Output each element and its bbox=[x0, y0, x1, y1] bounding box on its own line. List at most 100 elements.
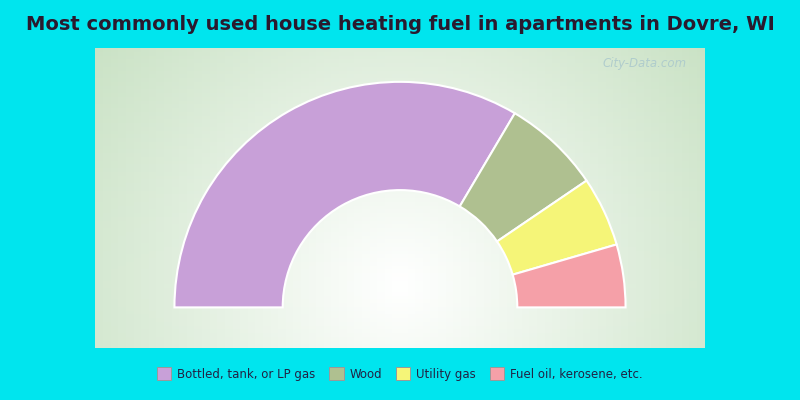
Bar bbox=[651, 239, 659, 243]
Bar bbox=[95, 56, 103, 59]
Bar bbox=[172, 243, 179, 247]
Bar bbox=[690, 337, 697, 340]
Bar bbox=[316, 130, 324, 134]
Bar bbox=[484, 310, 491, 314]
Bar bbox=[278, 322, 286, 326]
Bar bbox=[697, 100, 705, 104]
Bar bbox=[110, 59, 118, 63]
Bar bbox=[110, 123, 118, 127]
Bar bbox=[134, 116, 141, 119]
Bar bbox=[415, 344, 423, 348]
Bar bbox=[697, 119, 705, 123]
Bar bbox=[522, 48, 530, 52]
Bar bbox=[309, 266, 316, 269]
Bar bbox=[187, 164, 194, 168]
Bar bbox=[270, 153, 278, 157]
Bar bbox=[636, 344, 644, 348]
Bar bbox=[659, 93, 666, 97]
Bar bbox=[400, 292, 408, 296]
Bar bbox=[560, 292, 567, 296]
Bar bbox=[682, 284, 690, 288]
Bar bbox=[552, 108, 560, 112]
Bar bbox=[126, 104, 134, 108]
Bar bbox=[377, 217, 385, 220]
Bar bbox=[461, 333, 469, 337]
Bar bbox=[324, 168, 331, 172]
Bar bbox=[354, 179, 362, 183]
Bar bbox=[95, 269, 103, 273]
Bar bbox=[316, 86, 324, 89]
Bar bbox=[385, 262, 392, 266]
Bar bbox=[255, 337, 263, 340]
Bar bbox=[461, 146, 469, 149]
Bar bbox=[659, 70, 666, 74]
Bar bbox=[469, 153, 476, 157]
Bar bbox=[506, 303, 514, 307]
Bar bbox=[278, 74, 286, 78]
Bar bbox=[598, 172, 606, 176]
Bar bbox=[286, 74, 294, 78]
Bar bbox=[522, 243, 530, 247]
Bar bbox=[309, 269, 316, 273]
Bar bbox=[582, 67, 590, 70]
Bar bbox=[469, 194, 476, 198]
Bar bbox=[415, 127, 423, 130]
Bar bbox=[339, 284, 346, 288]
Bar bbox=[400, 157, 408, 160]
Bar bbox=[149, 337, 156, 340]
Bar bbox=[636, 108, 644, 112]
Bar bbox=[362, 318, 370, 322]
Bar bbox=[446, 123, 454, 127]
Bar bbox=[278, 93, 286, 97]
Bar bbox=[491, 93, 499, 97]
Bar bbox=[408, 326, 415, 329]
Bar bbox=[270, 112, 278, 116]
Bar bbox=[408, 48, 415, 52]
Bar bbox=[103, 172, 110, 176]
Bar bbox=[141, 146, 149, 149]
Bar bbox=[461, 310, 469, 314]
Bar bbox=[172, 176, 179, 179]
Bar bbox=[697, 333, 705, 337]
Bar bbox=[385, 157, 392, 160]
Bar bbox=[354, 307, 362, 310]
Bar bbox=[255, 164, 263, 168]
Bar bbox=[476, 284, 484, 288]
Bar bbox=[628, 176, 636, 179]
Bar bbox=[446, 217, 454, 220]
Bar bbox=[644, 232, 651, 236]
Bar bbox=[659, 266, 666, 269]
Bar bbox=[590, 194, 598, 198]
Bar bbox=[476, 164, 484, 168]
Bar bbox=[233, 329, 240, 333]
Bar bbox=[354, 310, 362, 314]
Bar bbox=[575, 326, 582, 329]
Bar bbox=[270, 247, 278, 250]
Bar bbox=[446, 168, 454, 172]
Bar bbox=[499, 78, 506, 82]
Bar bbox=[141, 179, 149, 183]
Bar bbox=[294, 127, 301, 130]
Bar bbox=[697, 292, 705, 296]
Bar bbox=[697, 123, 705, 127]
Bar bbox=[606, 153, 613, 157]
Bar bbox=[499, 209, 506, 213]
Bar bbox=[194, 269, 202, 273]
Bar bbox=[134, 254, 141, 258]
Bar bbox=[309, 82, 316, 86]
Bar bbox=[506, 86, 514, 89]
Bar bbox=[149, 333, 156, 337]
Bar bbox=[560, 89, 567, 93]
Bar bbox=[697, 307, 705, 310]
Bar bbox=[392, 288, 400, 292]
Bar bbox=[606, 344, 613, 348]
Bar bbox=[218, 326, 225, 329]
Bar bbox=[552, 243, 560, 247]
Bar bbox=[545, 296, 552, 299]
Bar bbox=[644, 318, 651, 322]
Bar bbox=[644, 164, 651, 168]
Bar bbox=[218, 52, 225, 56]
Bar bbox=[278, 138, 286, 142]
Bar bbox=[659, 153, 666, 157]
Bar bbox=[575, 119, 582, 123]
